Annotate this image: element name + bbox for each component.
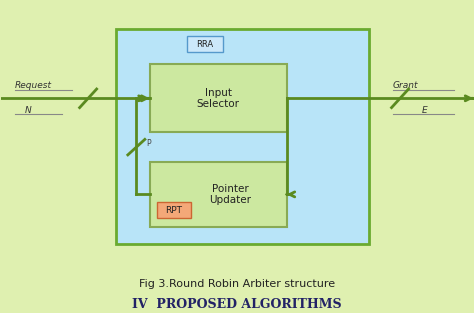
Text: IV  PROPOSED ALGORITHMS: IV PROPOSED ALGORITHMS — [132, 298, 342, 311]
Text: RPT: RPT — [165, 206, 182, 215]
Text: Fig 3.Round Robin Arbiter structure: Fig 3.Round Robin Arbiter structure — [139, 279, 335, 289]
Bar — [150, 64, 287, 132]
Text: Pointer
Updater: Pointer Updater — [209, 184, 251, 205]
Text: Request: Request — [15, 81, 52, 90]
Text: E: E — [421, 105, 427, 115]
Text: Grant: Grant — [393, 81, 419, 90]
Bar — [117, 28, 369, 244]
Text: RRA: RRA — [197, 39, 214, 49]
Bar — [187, 36, 223, 52]
Text: Input
Selector: Input Selector — [197, 88, 239, 109]
Bar — [156, 202, 191, 218]
Text: N: N — [24, 105, 31, 115]
Bar — [150, 162, 287, 227]
Text: P: P — [147, 139, 151, 148]
